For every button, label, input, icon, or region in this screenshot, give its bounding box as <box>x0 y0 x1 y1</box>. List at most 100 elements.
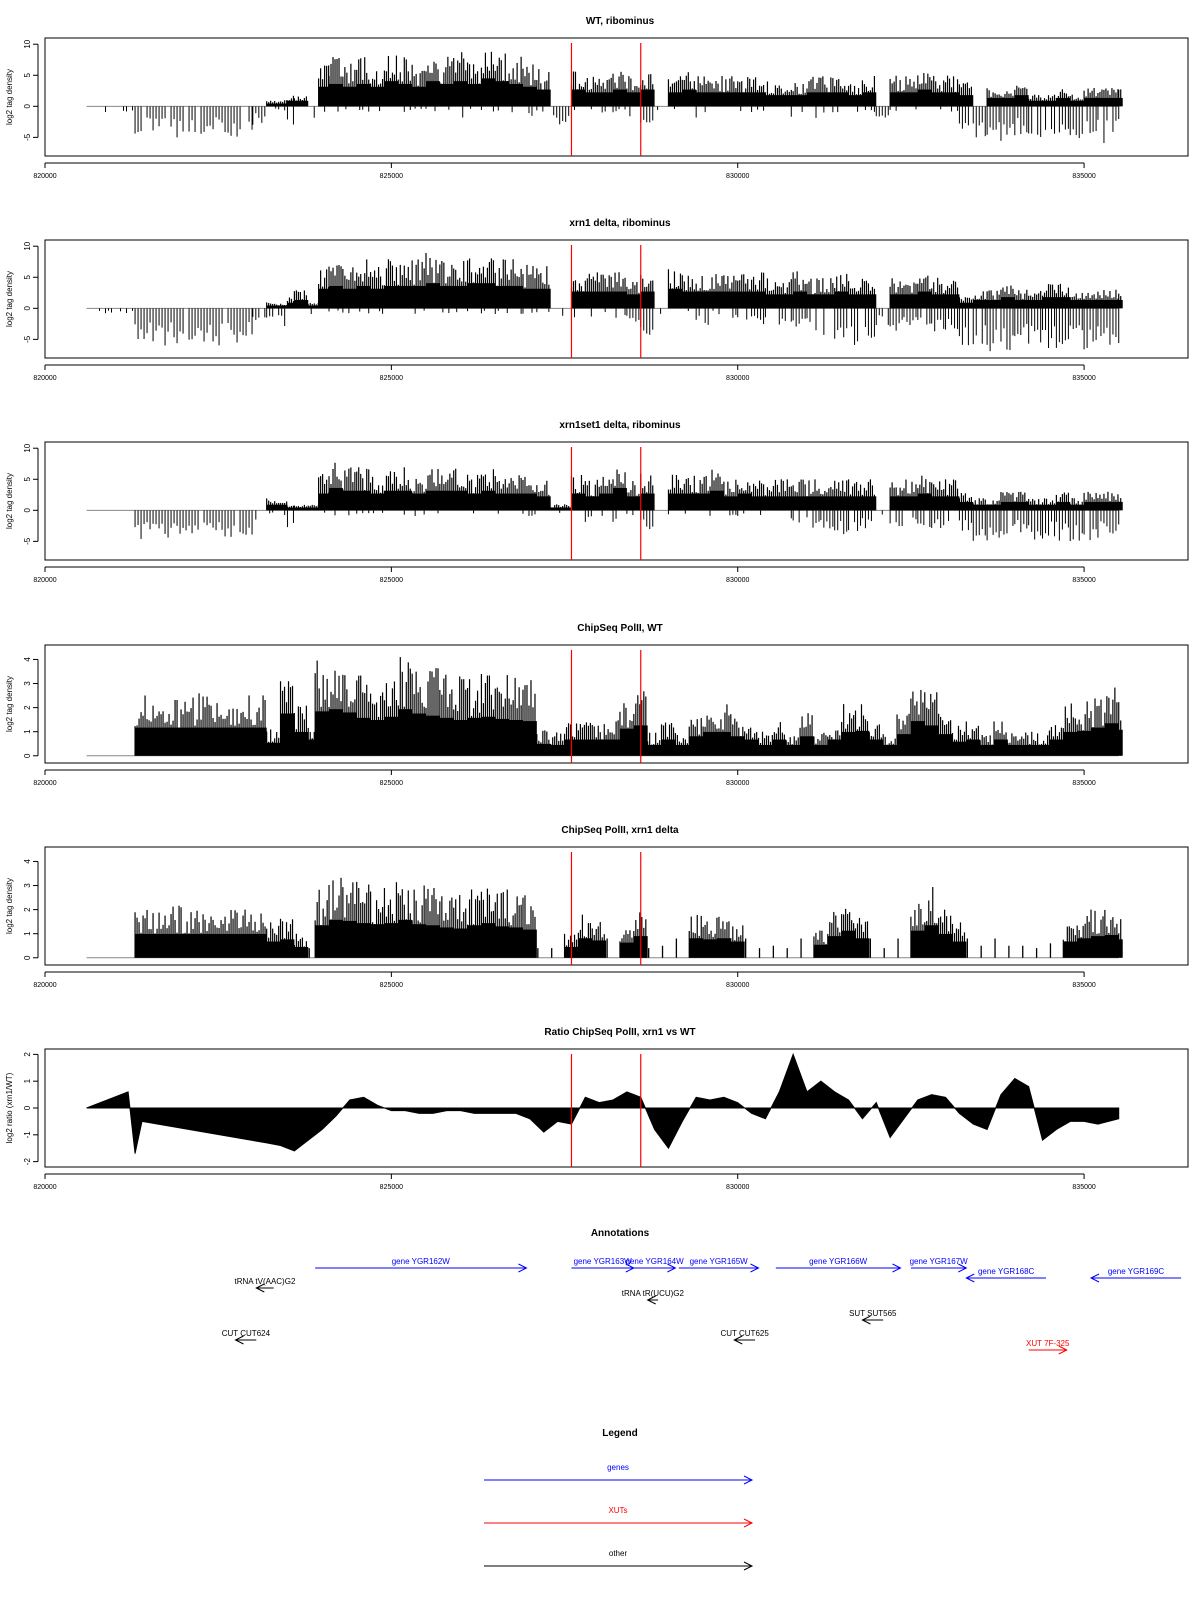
signal-bin <box>369 891 385 958</box>
signal-bin <box>827 730 842 756</box>
signal-bin <box>1118 498 1123 525</box>
signal-bar <box>980 744 995 756</box>
signal-bin <box>584 76 600 110</box>
signal-bin <box>737 274 752 320</box>
signal-bin <box>328 877 343 958</box>
signal-bin <box>619 703 634 756</box>
chart-title: Ratio ChipSeq PolII, xrn1 vs WT <box>544 1027 695 1038</box>
chart-title: xrn1 delta, ribominus <box>569 218 671 229</box>
signal-bin <box>1104 687 1119 756</box>
signal-bin <box>494 476 510 514</box>
signal-bin <box>820 486 835 529</box>
signal-bin <box>1069 498 1085 542</box>
signal-bin <box>550 732 565 756</box>
signal-bin <box>667 76 683 109</box>
signal-bin <box>252 308 266 320</box>
signal-bin <box>1062 926 1078 958</box>
signal-bar <box>973 299 988 309</box>
signal-bin <box>917 275 932 325</box>
signal-bin <box>508 475 523 511</box>
signal-bin <box>397 657 413 756</box>
signal-bar <box>1014 95 1029 107</box>
signal-bin <box>778 279 794 325</box>
signal-bin <box>695 276 711 325</box>
signal-bin <box>1000 285 1015 351</box>
signal-bin <box>508 677 523 756</box>
signal-bin <box>972 291 988 345</box>
y-tick-label: 10 <box>23 241 32 250</box>
signal-bin <box>889 482 904 527</box>
signal-bin <box>709 76 724 107</box>
signal-bin <box>972 498 988 541</box>
signal-bin <box>737 482 752 516</box>
signal-bin <box>1028 94 1043 137</box>
signal-bin <box>553 106 570 125</box>
signal-bin <box>1028 498 1043 540</box>
signal-bin <box>1118 919 1123 958</box>
signal-bin <box>1097 289 1119 345</box>
arrow-head <box>667 1263 677 1273</box>
signal-bar <box>1042 504 1057 511</box>
signal-bin <box>1041 94 1057 134</box>
signal-bin <box>439 260 454 314</box>
x-tick-label: 830000 <box>726 780 749 787</box>
signal-bin <box>681 72 697 107</box>
y-tick-label: 0 <box>23 104 32 109</box>
legend-label: other <box>609 1549 628 1558</box>
signal-bar <box>1028 504 1043 511</box>
signal-bin <box>466 258 482 312</box>
y-axis-label: log2 tag density <box>5 676 14 732</box>
signal-bin <box>1118 89 1123 120</box>
signal-bin <box>293 96 309 107</box>
signal-bin <box>709 274 724 315</box>
signal-bin <box>266 729 281 756</box>
annotation-label: gene YGR164W <box>626 1257 685 1266</box>
x-tick-label: 825000 <box>380 1184 403 1191</box>
signal-bin <box>570 474 586 511</box>
y-tick-label: 4 <box>23 859 32 864</box>
chart-title: ChipSeq PolII, xrn1 delta <box>561 825 679 836</box>
signal-bin <box>252 106 266 125</box>
y-axis-label: log2 ratio (xrn1/WT) <box>5 1072 14 1143</box>
annotation-feature: gene YGR167W <box>910 1257 968 1273</box>
signal-bin <box>910 689 925 756</box>
signal-bin <box>938 713 953 756</box>
signal-bin <box>98 308 133 314</box>
signal-bin <box>854 917 870 958</box>
signal-bin <box>958 297 974 346</box>
signal-bin <box>1041 284 1057 349</box>
signal-bar <box>1042 297 1057 309</box>
signal-bin <box>369 692 385 756</box>
plot-frame <box>44 644 1189 764</box>
signal-bar <box>1035 744 1050 756</box>
signal-bin <box>266 922 281 958</box>
legend-item: other <box>484 1549 754 1571</box>
signal-bar <box>883 744 898 756</box>
arrow-head <box>733 1335 743 1345</box>
signal-bin <box>522 476 537 516</box>
signal-bin <box>847 84 863 112</box>
signal-bin <box>466 474 482 514</box>
signal-bin <box>896 713 911 756</box>
signal-bin <box>342 882 357 958</box>
y-tick-label: -5 <box>23 133 32 141</box>
signal-bin <box>868 724 884 756</box>
annotation-label: XUT 7F-325 <box>1026 1339 1070 1348</box>
signal-bin <box>425 61 440 112</box>
signal-bin <box>397 264 413 309</box>
signal-bin <box>944 479 960 522</box>
y-tick-label: -1 <box>23 1131 32 1139</box>
signal-bin <box>356 467 371 514</box>
x-tick-label: 825000 <box>380 780 403 787</box>
legend-title: Legend <box>602 1428 638 1439</box>
annotation-label: gene YGR162W <box>392 1257 451 1266</box>
signal-bar <box>1042 100 1057 107</box>
signal-bin <box>584 272 600 317</box>
y-tick-label: 0 <box>23 508 32 513</box>
signal-bin <box>938 909 953 958</box>
signal-bin <box>903 479 918 520</box>
x-tick-label: 825000 <box>380 982 403 989</box>
signal-bin <box>737 77 752 111</box>
signal-bin <box>397 57 413 112</box>
signal-bar <box>1084 501 1098 511</box>
